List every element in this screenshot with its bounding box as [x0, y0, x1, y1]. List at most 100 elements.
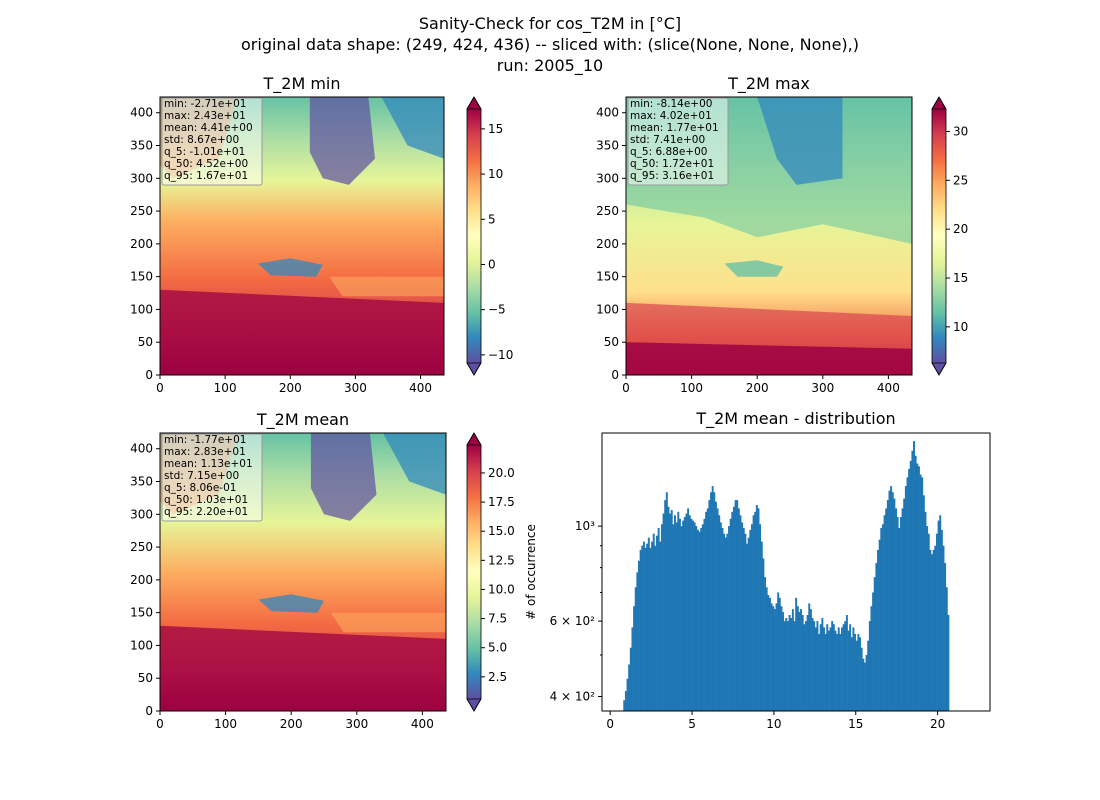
histogram-bar: [921, 477, 924, 711]
histogram-bar: [634, 587, 637, 711]
histogram-bar: [801, 615, 804, 711]
x-tick-label: 10: [766, 717, 781, 731]
panel-title: T_2M mean: [256, 410, 349, 430]
histogram-bar: [762, 558, 765, 711]
colorbar-extend-min: [466, 362, 482, 376]
colorbar-extend-max: [466, 432, 482, 446]
histogram-bar: [867, 640, 870, 711]
histogram-bar: [724, 537, 727, 711]
histogram-bar: [898, 527, 901, 711]
histogram-panel: T_2M mean - distribution 0 5 10 15 20 4 × 10² 6…: [524, 409, 991, 731]
histogram-bar: [777, 592, 780, 711]
histogram-bar: [703, 518, 706, 711]
histogram-bar: [788, 615, 791, 711]
stats-box: [161, 433, 263, 522]
histogram-bar: [693, 522, 696, 711]
colorbar-extend-max: [931, 96, 947, 110]
colorbar-tick-label: 7.5: [488, 612, 507, 626]
colorbar-tick-label: 2.5: [488, 670, 507, 684]
colorbar-tick-label: 20.0: [488, 466, 515, 480]
histogram-bar: [659, 541, 662, 711]
colorbar-outline: [466, 96, 482, 376]
colorbar-tick-label: 5: [488, 212, 496, 226]
histogram-bar: [935, 533, 938, 711]
histogram-bar: [895, 508, 897, 711]
histogram-bar: [926, 526, 929, 711]
colorbar-tick-label: 30: [953, 124, 968, 138]
colorbar: [467, 445, 481, 699]
y-tick-label: 300: [130, 507, 153, 521]
histogram-bar: [641, 545, 644, 711]
x-tick-label: 0: [156, 717, 164, 731]
y-tick-label: 250: [130, 540, 153, 554]
histogram-bar: [849, 624, 852, 711]
histogram-bar: [741, 522, 744, 711]
histogram-bar: [721, 527, 724, 711]
y-tick-label: 200: [596, 237, 619, 251]
colorbar-tick-label: 10.0: [488, 582, 515, 596]
figure-title-line-1: Sanity-Check for cos_T2M in [°C]: [418, 14, 682, 33]
histogram-bar: [742, 527, 745, 711]
histogram-bar: [678, 518, 681, 711]
histogram-bar: [883, 515, 886, 711]
histogram-bar: [827, 630, 830, 711]
stats-line: q_50: 1.03e+01: [164, 494, 248, 506]
histogram-bar: [642, 541, 645, 711]
histogram-bar: [911, 450, 914, 711]
histogram-bar: [852, 627, 855, 711]
x-tick-label: 15: [848, 717, 863, 731]
scandinavia-region: [310, 433, 377, 521]
stats-line: min: -8.14e+00: [630, 98, 712, 110]
histogram-bar: [744, 533, 747, 711]
x-tick-label: 300: [345, 717, 368, 731]
stats-line: q_95: 2.20e+01: [164, 506, 248, 518]
histogram-bar: [826, 624, 829, 711]
x-tick-label: 400: [411, 717, 434, 731]
y-tick-label: 100: [596, 302, 619, 316]
stats-line: q_5: 6.88e+00: [630, 146, 707, 158]
histogram-bar: [626, 678, 629, 711]
histogram-bar: [791, 609, 794, 711]
histogram-bar: [809, 609, 812, 711]
histogram-bar: [670, 510, 673, 711]
histogram-bar: [942, 545, 945, 711]
histogram-bar: [805, 621, 807, 711]
histogram-bar: [714, 501, 717, 711]
histogram-bar: [708, 500, 711, 711]
x-tick-label: 0: [622, 381, 630, 395]
colorbar-tick-label: 20: [953, 222, 968, 236]
histogram-bar: [713, 492, 716, 711]
histogram-bar: [865, 655, 868, 711]
colorbar-tick-label: 15: [488, 122, 503, 136]
axes-frame: [159, 432, 447, 712]
y-tick-label: 50: [138, 671, 153, 685]
histogram-bar: [829, 627, 832, 711]
histogram-bar: [683, 517, 686, 711]
axes-frame: [625, 96, 913, 376]
colorbar-extend-min: [931, 362, 947, 376]
histogram-bar: [764, 577, 767, 711]
histogram-bar: [647, 537, 650, 711]
histogram-bar: [845, 615, 848, 711]
histogram-bar: [863, 662, 866, 711]
histogram-bar: [660, 524, 663, 711]
histogram-bar: [757, 508, 760, 711]
histogram-bar: [814, 627, 817, 711]
colorbar-outline: [931, 96, 947, 376]
histogram-bar: [888, 490, 891, 711]
histogram-bar: [934, 545, 937, 711]
histogram-bar: [752, 515, 755, 711]
colorbar-tick-label: 10: [488, 167, 503, 181]
histogram-bar: [909, 460, 912, 711]
y-tick-label: 400: [130, 442, 153, 456]
histogram-bar: [665, 492, 668, 711]
histogram-bar: [875, 563, 878, 711]
x-tick-label: 100: [214, 717, 237, 731]
histogram-bar: [878, 539, 881, 711]
x-tick-label: 5: [688, 717, 696, 731]
histogram-bar: [749, 529, 752, 711]
mediterranean-region: [329, 276, 444, 297]
